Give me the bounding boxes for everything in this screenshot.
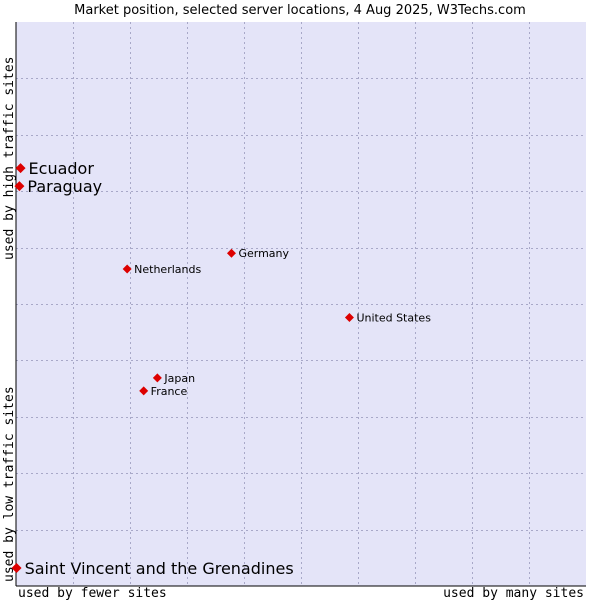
data-point-marker bbox=[15, 163, 26, 174]
data-point-label: Netherlands bbox=[134, 263, 201, 276]
x-axis-label-right: used by many sites bbox=[443, 586, 584, 600]
data-point-label: Ecuador bbox=[29, 159, 95, 178]
y-axis-label-bottom: used by low traffic sites bbox=[2, 386, 17, 582]
data-point-label: United States bbox=[356, 312, 431, 325]
data-point-label: Paraguay bbox=[27, 177, 102, 196]
x-axis-label-left: used by fewer sites bbox=[18, 586, 167, 600]
data-point-marker bbox=[152, 373, 162, 383]
data-point-marker bbox=[11, 562, 22, 573]
data-point-marker bbox=[122, 264, 132, 274]
data-point-marker bbox=[226, 248, 236, 258]
data-point-marker bbox=[139, 386, 149, 396]
data-point-marker bbox=[344, 313, 354, 323]
y-axis-label-top: used by high traffic sites bbox=[2, 57, 17, 261]
data-point-label: Saint Vincent and the Grenadines bbox=[25, 559, 294, 578]
data-point-label: Germany bbox=[238, 247, 289, 260]
chart-title: Market position, selected server locatio… bbox=[74, 3, 526, 18]
data-point-label: Japan bbox=[163, 372, 195, 385]
data-point-marker bbox=[14, 181, 25, 192]
grid-lines bbox=[16, 22, 586, 586]
data-point-label: France bbox=[151, 385, 188, 398]
